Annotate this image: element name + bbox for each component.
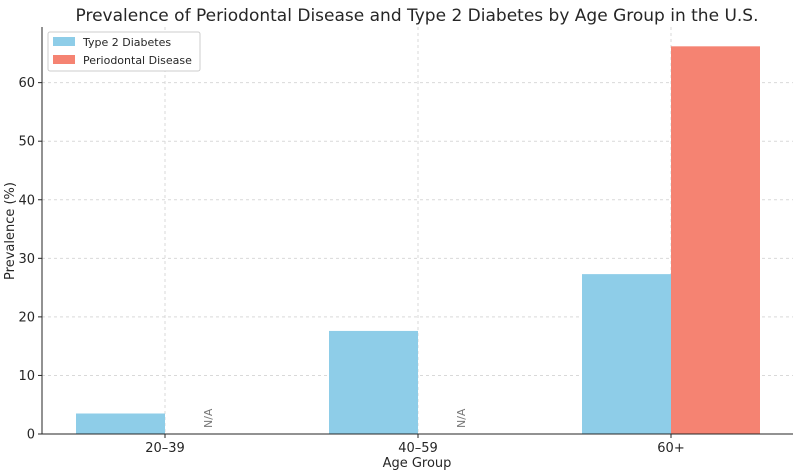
y-axis-label: Prevalence (%) [3, 182, 18, 280]
missing-labels: N/A N/A [202, 408, 468, 428]
y-tick-label-4: 40 [18, 193, 35, 208]
bar-type-2-diabetes-1 [329, 330, 418, 434]
y-tick-label-1: 10 [18, 369, 35, 384]
legend-label-type-2-diabetes: Type 2 Diabetes [82, 36, 171, 49]
chart-title: Prevalence of Periodontal Disease and Ty… [76, 6, 759, 26]
bar-type-2-diabetes-0 [76, 413, 165, 434]
legend-swatch-type-2-diabetes [53, 37, 75, 46]
y-tick-label-6: 60 [18, 76, 35, 91]
y-ticks: 0 10 20 30 40 50 60 [18, 76, 42, 443]
na-label: N/A [455, 408, 468, 428]
y-tick-label-3: 30 [18, 252, 35, 267]
x-tick-label-1: 40–59 [398, 441, 438, 456]
legend-frame [47, 31, 201, 72]
x-tick-label-0: 20–39 [145, 441, 185, 456]
bars [76, 46, 760, 434]
bar-periodontal-disease-2 [671, 46, 760, 434]
bar-type-2-diabetes-2 [582, 274, 671, 434]
x-axis-label: Age Group [383, 456, 452, 471]
legend-swatch-periodontal-disease [53, 55, 75, 64]
x-ticks: 20–39 40–59 60+ [145, 434, 685, 456]
na-label: N/A [202, 408, 215, 428]
y-tick-label-2: 20 [18, 310, 35, 325]
legend-label-periodontal-disease: Periodontal Disease [83, 54, 192, 67]
y-tick-label-5: 50 [18, 135, 35, 150]
x-tick-label-2: 60+ [657, 441, 684, 456]
legend: Type 2 Diabetes Periodontal Disease [47, 31, 201, 72]
y-tick-label-0: 0 [27, 428, 35, 443]
